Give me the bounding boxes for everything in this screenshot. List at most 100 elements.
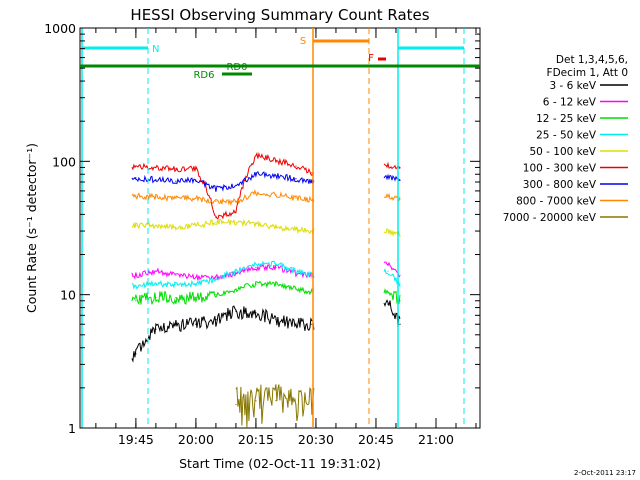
data-point xyxy=(387,164,389,167)
annotation-label: N xyxy=(152,44,159,55)
data-point xyxy=(311,230,313,232)
series-line xyxy=(131,151,401,220)
data-point xyxy=(135,224,137,227)
data-point xyxy=(387,303,389,305)
annotation-label: F xyxy=(368,53,374,64)
data-point xyxy=(275,194,277,196)
data-point xyxy=(311,291,313,293)
data-point xyxy=(295,165,297,167)
data-point xyxy=(195,168,197,170)
data-point xyxy=(255,155,257,157)
data-point xyxy=(155,196,157,198)
x-tick-label: 20:15 xyxy=(238,432,274,447)
series-line xyxy=(235,384,315,428)
data-point xyxy=(255,173,257,175)
data-point xyxy=(275,159,277,161)
x-tick-label: 20:30 xyxy=(298,432,334,447)
data-point xyxy=(135,177,137,179)
data-point xyxy=(387,230,389,232)
data-point xyxy=(387,291,389,293)
data-point xyxy=(235,221,237,223)
legend-label: 100 - 300 keV xyxy=(523,163,597,175)
data-point xyxy=(311,274,313,276)
data-point xyxy=(295,270,297,272)
data-point xyxy=(175,226,177,228)
data-point xyxy=(295,197,297,199)
data-point xyxy=(155,224,157,227)
data-point xyxy=(135,274,137,276)
data-point xyxy=(155,178,157,181)
data-point xyxy=(399,198,401,200)
data-point xyxy=(215,216,217,218)
annotation-label: S xyxy=(300,36,306,47)
data-point xyxy=(175,180,177,182)
x-tick-label: 20:45 xyxy=(358,432,394,447)
data-point xyxy=(387,263,389,265)
data-point xyxy=(235,310,237,312)
annotations: N RD0 RD6 S F xyxy=(80,28,480,428)
data-point xyxy=(155,166,157,169)
axes: 19:45 20:00 20:15 20:30 20:45 21:00 1 10 100 1000 xyxy=(44,21,480,447)
legend: Det 1,3,4,5,6,FDecim 1, Att 03 - 6 keV 6 … xyxy=(503,54,628,224)
data-point xyxy=(295,288,297,290)
data-point xyxy=(195,276,197,278)
data-point xyxy=(195,323,197,325)
data-point xyxy=(235,270,237,272)
x-tick-label: 20:00 xyxy=(178,432,214,447)
data-point xyxy=(195,283,197,285)
series-line xyxy=(131,188,401,207)
data-point xyxy=(135,195,137,197)
data-point xyxy=(275,283,277,285)
legend-label: 50 - 100 keV xyxy=(529,146,596,158)
data-point xyxy=(215,278,217,281)
data-point xyxy=(399,179,401,181)
data-point xyxy=(215,294,217,296)
legend-label: 300 - 800 keV xyxy=(523,179,597,191)
data-point xyxy=(175,274,177,276)
data-point xyxy=(135,353,137,355)
y-tick-label: 10 xyxy=(60,288,76,303)
legend-label: 25 - 50 keV xyxy=(536,130,597,142)
data-point xyxy=(275,400,277,402)
series-line xyxy=(131,299,401,363)
data-point xyxy=(195,224,197,227)
data-point xyxy=(135,165,137,167)
legend-label: 800 - 7000 keV xyxy=(516,196,597,208)
data-point xyxy=(195,179,197,181)
data-point xyxy=(399,283,401,285)
chart-title: HESSI Observing Summary Count Rates xyxy=(130,6,429,24)
data-point xyxy=(235,210,237,213)
legend-label: 12 - 25 keV xyxy=(536,113,597,125)
data-point xyxy=(275,266,277,269)
data-point xyxy=(215,188,217,190)
legend-label: 6 - 12 keV xyxy=(543,97,597,109)
data-point xyxy=(235,184,237,186)
y-axis-label: Count Rate (s⁻¹ detector⁻¹) xyxy=(24,143,39,313)
data-point xyxy=(235,200,237,203)
data-point xyxy=(399,166,401,169)
data-point xyxy=(399,323,401,325)
data-point xyxy=(175,297,177,299)
data-point xyxy=(275,226,277,228)
data-point xyxy=(387,176,389,178)
y-tick-label: 1 xyxy=(68,421,76,436)
legend-header: FDecim 1, Att 0 xyxy=(547,67,628,79)
data-point xyxy=(195,197,197,199)
data-point xyxy=(235,288,237,290)
data-point xyxy=(235,272,237,274)
x-axis-label: Start Time (02-Oct-11 19:31:02) xyxy=(179,456,381,471)
series-line xyxy=(131,171,401,192)
annotation-label: RD0 xyxy=(226,62,247,73)
x-tick-label: 19:45 xyxy=(118,432,154,447)
data-point xyxy=(399,234,401,236)
data-point xyxy=(311,199,313,201)
data-point xyxy=(387,195,389,197)
footer-timestamp: 2-Oct-2011 23:17 xyxy=(574,469,636,477)
data-point xyxy=(135,300,137,302)
series-line xyxy=(131,218,401,238)
data-point xyxy=(215,319,217,321)
plot-frame xyxy=(79,27,481,429)
data-point xyxy=(215,200,217,203)
data-point xyxy=(311,172,313,174)
y-tick-label: 1000 xyxy=(44,21,76,36)
